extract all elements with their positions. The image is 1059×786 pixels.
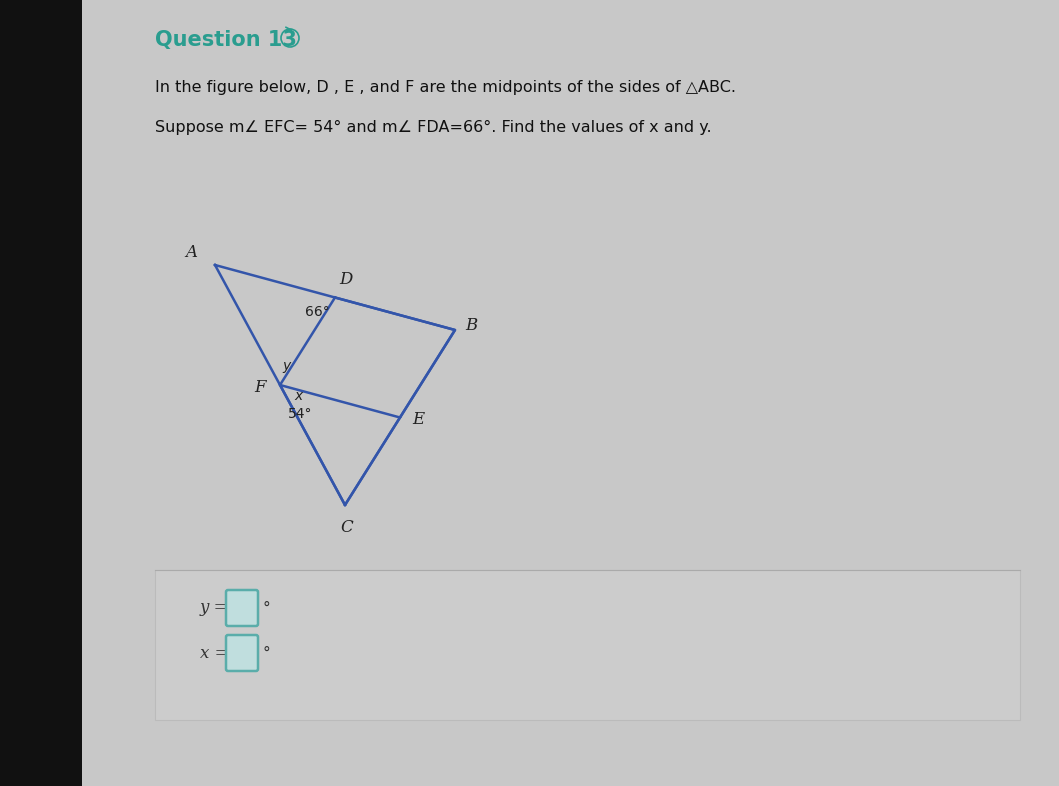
Text: x: x <box>294 389 302 403</box>
Text: B: B <box>465 318 478 335</box>
Text: y =: y = <box>200 600 229 616</box>
Text: 66°: 66° <box>305 306 329 319</box>
Bar <box>0 0 82 786</box>
Bar <box>155 570 1020 720</box>
Text: y: y <box>282 359 290 373</box>
Text: x =: x = <box>200 645 229 662</box>
FancyBboxPatch shape <box>226 635 258 671</box>
Text: F: F <box>254 379 266 395</box>
Text: A: A <box>185 244 197 261</box>
FancyBboxPatch shape <box>226 590 258 626</box>
Text: Suppose m∠ EFC= 54° and m∠ FDA=66°. Find the values of x and y.: Suppose m∠ EFC= 54° and m∠ FDA=66°. Find… <box>155 120 712 135</box>
Text: C: C <box>341 519 354 536</box>
Text: In the figure below, D , E , and F are the midpoints of the sides of △ABC.: In the figure below, D , E , and F are t… <box>155 80 736 95</box>
Text: 54°: 54° <box>288 407 312 421</box>
Text: D: D <box>339 270 353 288</box>
Text: E: E <box>412 411 424 428</box>
Text: °: ° <box>262 645 270 660</box>
Text: °: ° <box>262 601 270 615</box>
Text: Question 13: Question 13 <box>155 30 297 50</box>
